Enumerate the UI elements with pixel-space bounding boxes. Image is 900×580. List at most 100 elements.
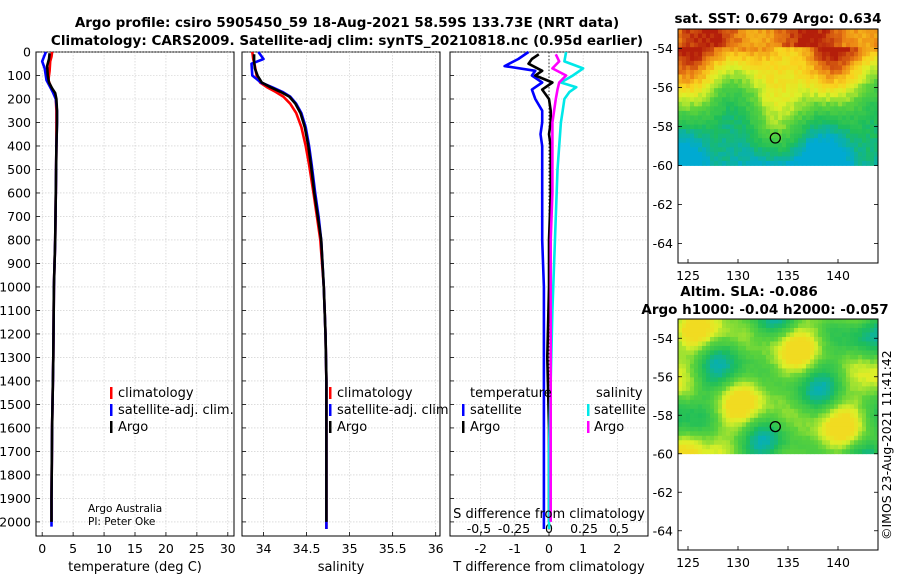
heatmap-cell bbox=[790, 65, 795, 71]
heatmap-cell bbox=[806, 147, 811, 153]
heatmap-cell bbox=[870, 42, 875, 48]
depth-tick-label: 1800 bbox=[0, 467, 31, 482]
heatmap-cell bbox=[802, 363, 807, 369]
heatmap-cell bbox=[706, 372, 711, 378]
heatmap-cell bbox=[842, 133, 847, 139]
heatmap-cell bbox=[866, 336, 871, 342]
heatmap-cell bbox=[698, 404, 703, 410]
heatmap-cell bbox=[866, 368, 871, 374]
sla-map-frame bbox=[677, 318, 879, 551]
heatmap-cell bbox=[714, 79, 719, 84]
heatmap-cell bbox=[754, 129, 759, 135]
heatmap-cell bbox=[826, 65, 831, 71]
heatmap-cell bbox=[854, 395, 859, 401]
heatmap-cell bbox=[706, 65, 711, 71]
heatmap-cell bbox=[754, 323, 759, 329]
depth-tick-label: 300 bbox=[7, 115, 31, 130]
heatmap-cell bbox=[858, 350, 863, 356]
heatmap-cell bbox=[794, 345, 799, 351]
heatmap-cell bbox=[702, 319, 707, 324]
heatmap-cell bbox=[758, 323, 763, 329]
heatmap-cell bbox=[678, 47, 683, 53]
heatmap-cell bbox=[842, 69, 847, 75]
heatmap-cell bbox=[746, 97, 751, 103]
heatmap-cell bbox=[706, 345, 711, 351]
heatmap-cell bbox=[862, 390, 867, 396]
heatmap-cell bbox=[690, 65, 695, 71]
heatmap-cell bbox=[714, 160, 719, 166]
heatmap-cell bbox=[822, 408, 827, 414]
heatmap-cell bbox=[746, 160, 751, 166]
heatmap-cell bbox=[698, 395, 703, 401]
lat-tick-label: -64 bbox=[653, 523, 673, 538]
heatmap-cell bbox=[830, 444, 835, 450]
heatmap-cell bbox=[866, 449, 871, 455]
heatmap-cell bbox=[834, 56, 839, 62]
heatmap-cell bbox=[802, 408, 807, 414]
heatmap-cell bbox=[702, 138, 707, 144]
heatmap-cell bbox=[686, 319, 691, 324]
heatmap-cell bbox=[846, 359, 851, 365]
heatmap-cell bbox=[686, 332, 691, 338]
heatmap-cell bbox=[854, 404, 859, 410]
heatmap-cell bbox=[810, 129, 815, 135]
heatmap-cell bbox=[814, 69, 819, 75]
heatmap-cell bbox=[762, 426, 767, 432]
heatmap-cell bbox=[730, 56, 735, 62]
heatmap-cell bbox=[722, 444, 727, 450]
heatmap-cell bbox=[774, 147, 779, 153]
heatmap-cell bbox=[678, 38, 683, 44]
heatmap-cell bbox=[730, 156, 735, 162]
heatmap-cell bbox=[790, 336, 795, 342]
heatmap-cell bbox=[750, 363, 755, 369]
heatmap-cell bbox=[842, 440, 847, 446]
heatmap-cell bbox=[786, 319, 791, 324]
heatmap-cell bbox=[838, 408, 843, 414]
heatmap-cell bbox=[874, 399, 879, 405]
heatmap-cell bbox=[798, 60, 803, 66]
lat-tick-label: -60 bbox=[653, 158, 673, 173]
heatmap-cell bbox=[794, 38, 799, 44]
heatmap-cell bbox=[770, 47, 775, 53]
heatmap-cell bbox=[778, 336, 783, 342]
heatmap-cell bbox=[834, 399, 839, 405]
legend-label-argo: Argo bbox=[118, 420, 148, 435]
heatmap-cell bbox=[850, 404, 855, 410]
heatmap-cell bbox=[826, 395, 831, 401]
heatmap-cell bbox=[762, 323, 767, 329]
heatmap-cell bbox=[830, 381, 835, 387]
heatmap-cell bbox=[758, 115, 763, 121]
heatmap-cell bbox=[846, 38, 851, 44]
heatmap-cell bbox=[834, 404, 839, 410]
heatmap-cell bbox=[866, 444, 871, 450]
heatmap-cell bbox=[798, 408, 803, 414]
heatmap-cell bbox=[694, 29, 699, 34]
heatmap-cell bbox=[718, 60, 723, 66]
heatmap-cell bbox=[694, 386, 699, 392]
heatmap-cell bbox=[682, 151, 687, 157]
heatmap-cell bbox=[798, 417, 803, 423]
heatmap-cell bbox=[834, 381, 839, 387]
heatmap-cell bbox=[698, 120, 703, 125]
heatmap-cell bbox=[866, 431, 871, 437]
heatmap-cell bbox=[854, 345, 859, 351]
heatmap-cell bbox=[730, 426, 735, 432]
heatmap-cell bbox=[722, 38, 727, 44]
heatmap-cell bbox=[678, 51, 683, 57]
heatmap-cell bbox=[758, 404, 763, 410]
heatmap-cell bbox=[818, 88, 823, 94]
heatmap-cell bbox=[826, 449, 831, 455]
heatmap-cell bbox=[710, 386, 715, 392]
heatmap-cell bbox=[826, 79, 831, 84]
heatmap-cell bbox=[702, 74, 707, 80]
heatmap-cell bbox=[758, 399, 763, 405]
heatmap-cell bbox=[834, 336, 839, 342]
heatmap-cell bbox=[766, 110, 771, 116]
heatmap-cell bbox=[694, 444, 699, 450]
heatmap-cell bbox=[722, 417, 727, 423]
heatmap-cell bbox=[810, 381, 815, 387]
heatmap-cell bbox=[758, 88, 763, 94]
heatmap-cell bbox=[722, 440, 727, 446]
heatmap-cell bbox=[682, 350, 687, 356]
heatmap-cell bbox=[834, 69, 839, 75]
